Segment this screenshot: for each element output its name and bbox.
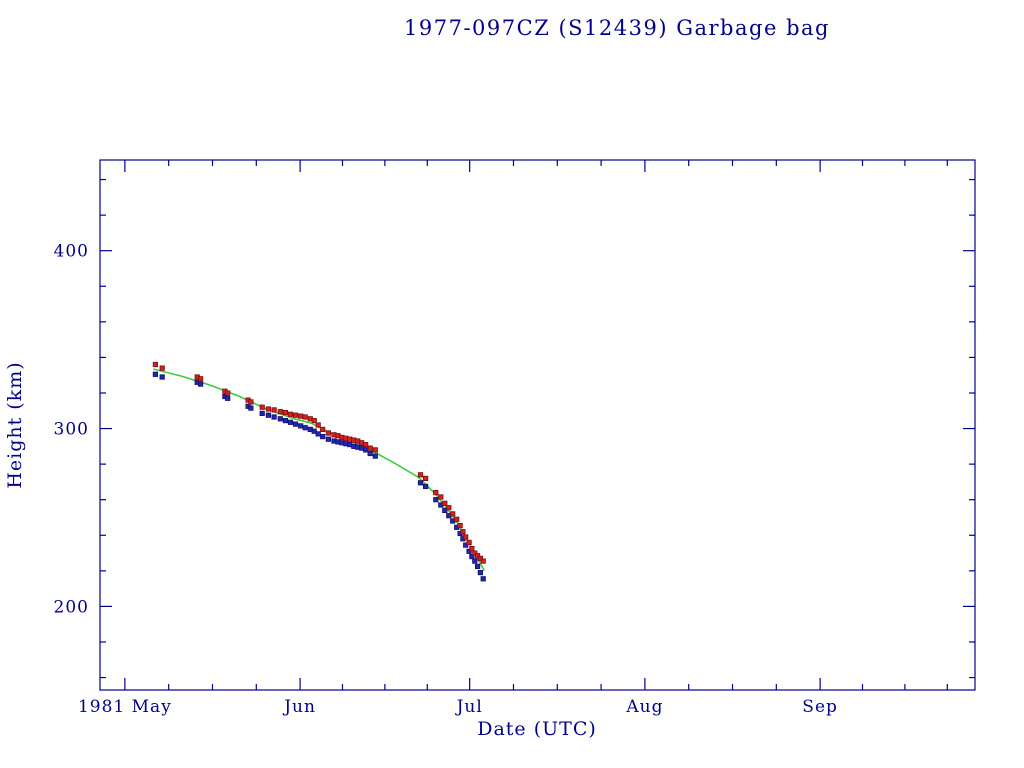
y-tick-label: 200 bbox=[54, 597, 89, 617]
series-perigee bbox=[152, 371, 486, 582]
x-tick-label: Aug bbox=[625, 697, 663, 717]
x-tick-label: Jun bbox=[282, 697, 316, 717]
x-tick-label: 1981 May bbox=[78, 697, 172, 717]
series-mean-fit bbox=[152, 368, 486, 572]
x-tick-label: Jul bbox=[455, 697, 483, 717]
chart-title: 1977-097CZ (S12439) Garbage bag bbox=[404, 16, 830, 40]
x-tick-label: Sep bbox=[802, 697, 838, 717]
series-apogee bbox=[152, 361, 486, 564]
plot-frame bbox=[99, 159, 976, 691]
y-tick-label: 400 bbox=[54, 242, 89, 262]
y-axis-label: Height (km) bbox=[4, 361, 26, 489]
x-axis-label: Date (UTC) bbox=[477, 718, 597, 740]
y-tick-label: 300 bbox=[54, 420, 89, 440]
